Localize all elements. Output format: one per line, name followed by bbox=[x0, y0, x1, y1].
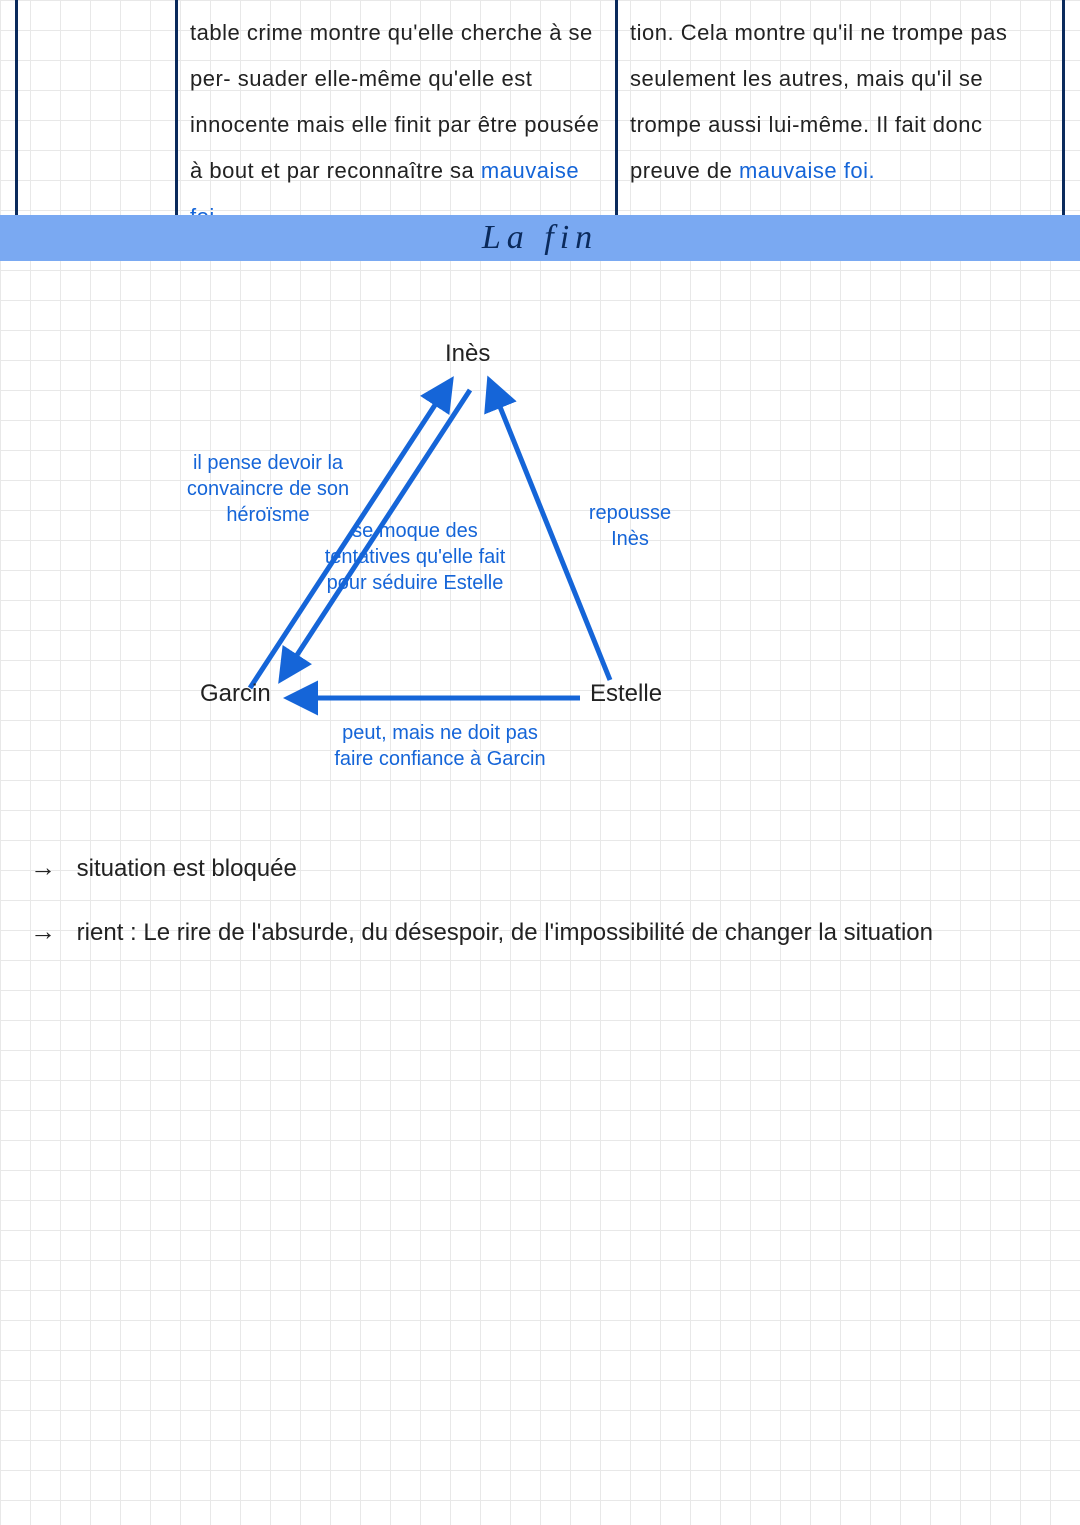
edge-ig-text: se moque destentatives qu'elle faitpour … bbox=[325, 520, 506, 594]
node-estelle: Estelle bbox=[590, 680, 662, 708]
arrow-icon: → bbox=[30, 914, 70, 948]
table-col-empty bbox=[18, 0, 178, 250]
cell-c-highlight: mauvaise foi. bbox=[739, 158, 875, 183]
cell-text-c: tion. Cela montre qu'il ne trompe pas se… bbox=[630, 10, 1046, 194]
edge-gi-text: il pense devoir laconvaincre de sonhéroï… bbox=[187, 452, 349, 526]
relationship-triangle: Inès Garcin Estelle il pense devoir laco… bbox=[0, 300, 1080, 820]
edge-eg-text: peut, mais ne doit pasfaire confiance à … bbox=[334, 722, 545, 770]
cell-text-b: table crime montre qu'elle cherche à se … bbox=[190, 10, 603, 240]
node-garcin: Garcin bbox=[200, 680, 271, 708]
edge-ei-text: repousseInès bbox=[589, 502, 671, 550]
edge-estelle-garcin-label: peut, mais ne doit pasfaire confiance à … bbox=[320, 720, 560, 772]
node-estelle-label: Estelle bbox=[590, 680, 662, 707]
note1-text: situation est bloquée bbox=[77, 855, 297, 882]
edge-garcin-ines-label: il pense devoir laconvaincre de sonhéroï… bbox=[168, 450, 368, 528]
conclusion-notes: → situation est bloquée → rient : Le rir… bbox=[30, 850, 1050, 978]
node-ines: Inès bbox=[445, 340, 490, 368]
note-line-1: → situation est bloquée bbox=[30, 850, 1050, 886]
edge-ines-garcin-label: se moque destentatives qu'elle faitpour … bbox=[310, 518, 520, 596]
note-line-2: → rient : Le rire de l'absurde, du déses… bbox=[30, 914, 1050, 950]
edge-estelle-ines-label: repousseInès bbox=[570, 500, 690, 552]
arrow-icon: → bbox=[30, 850, 70, 884]
section-title: La fin bbox=[482, 219, 598, 256]
node-ines-label: Inès bbox=[445, 340, 490, 367]
node-garcin-label: Garcin bbox=[200, 680, 271, 707]
table-col-garcin: tion. Cela montre qu'il ne trompe pas se… bbox=[618, 0, 1058, 250]
table-col-estelle: table crime montre qu'elle cherche à se … bbox=[178, 0, 618, 250]
section-heading-band: La fin bbox=[0, 215, 1080, 261]
note2-text: rient : Le rire de l'absurde, du désespo… bbox=[77, 919, 933, 946]
